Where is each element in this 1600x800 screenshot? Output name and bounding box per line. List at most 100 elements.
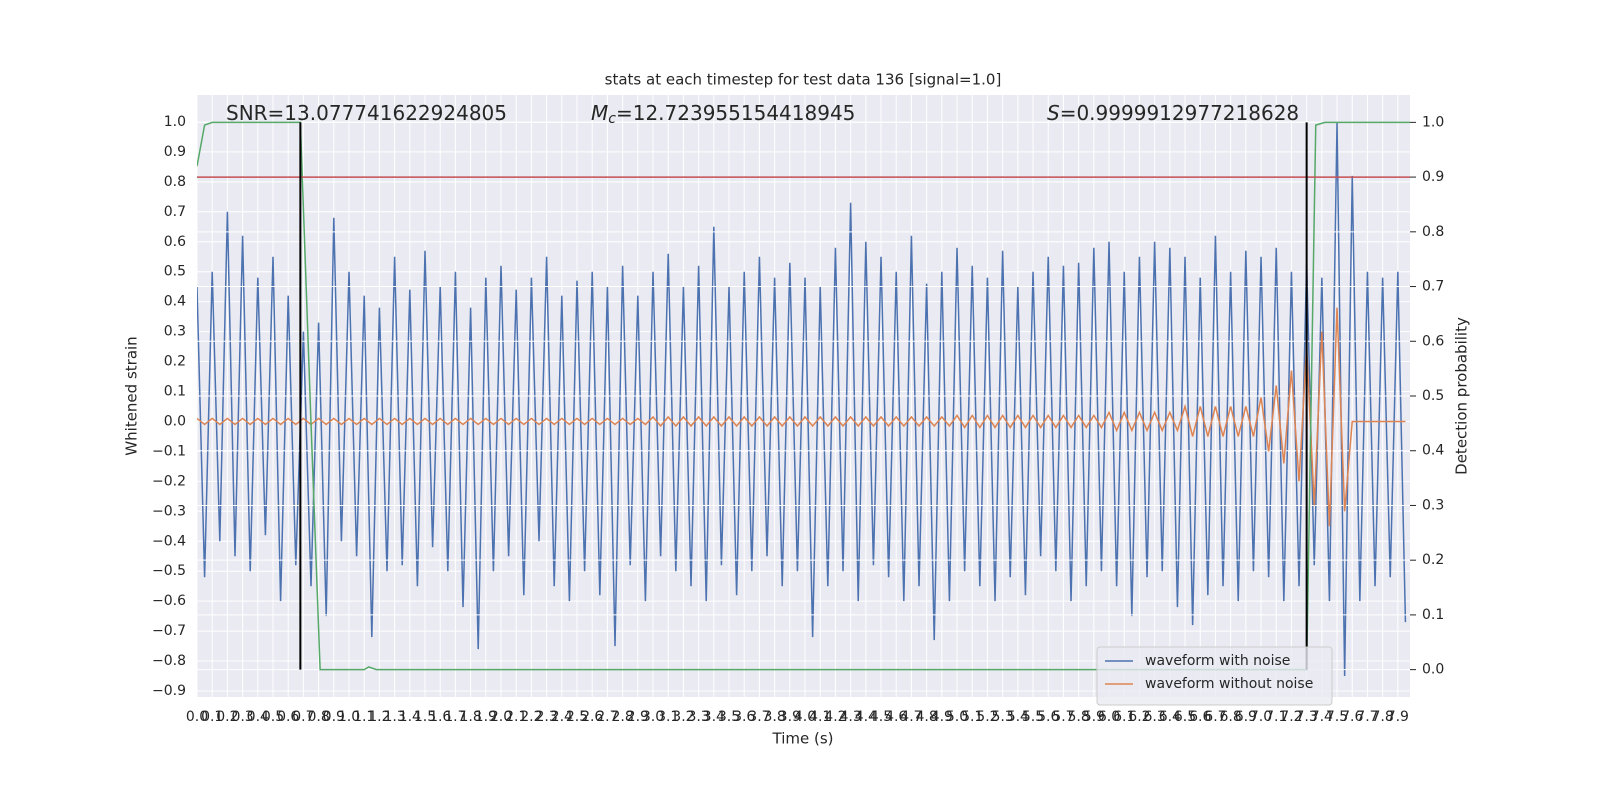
x-tick-label: 6.0 — [1098, 709, 1120, 725]
x-tick-label: 2.6 — [581, 709, 603, 725]
x-tick-label: 5.7 — [1052, 709, 1074, 725]
x-tick-label: 6.4 — [1159, 709, 1181, 725]
x-tick-label: 1.0 — [338, 709, 360, 725]
y2-tick-label: 0.0 — [1422, 662, 1444, 678]
x-tick-label: 5.0 — [946, 709, 968, 725]
y-tick-label: −0.2 — [152, 473, 186, 489]
x-tick-label: 5.8 — [1067, 709, 1089, 725]
y2-tick-label: 0.4 — [1422, 443, 1444, 459]
y-tick-label: 0.2 — [164, 354, 186, 370]
y2-axis-label: Detection probability — [1453, 317, 1471, 475]
x-tick-label: 3.3 — [687, 709, 709, 725]
x-tick-label: 1.3 — [383, 709, 405, 725]
x-tick-label: 3.9 — [779, 709, 801, 725]
x-tick-label: 0.1 — [201, 709, 223, 725]
x-tick-label: 6.2 — [1128, 709, 1150, 725]
y2-tick-label: 0.5 — [1422, 388, 1444, 404]
x-tick-label: 7.0 — [1250, 709, 1272, 725]
x-tick-label: 4.3 — [839, 709, 861, 725]
x-tick-label: 3.5 — [718, 709, 740, 725]
x-tick-label: 6.5 — [1174, 709, 1196, 725]
plot-area — [197, 121, 1410, 677]
x-tick-label: 0.7 — [292, 709, 314, 725]
x-tick-label: 2.0 — [490, 709, 512, 725]
x-tick-label: 7.8 — [1372, 709, 1394, 725]
y-tick-label: 0.8 — [164, 174, 186, 190]
y2-tick-label: 0.3 — [1422, 497, 1444, 513]
x-tick-label: 3.0 — [642, 709, 664, 725]
x-tick-label: 2.5 — [566, 709, 588, 725]
x-tick-label: 0.0 — [186, 709, 208, 725]
x-tick-label: 4.4 — [855, 709, 877, 725]
x-tick-label: 7.1 — [1265, 709, 1287, 725]
y2-tick-label: 1.0 — [1422, 114, 1444, 130]
x-tick-label: 0.3 — [231, 709, 253, 725]
y-tick-label: −0.1 — [152, 443, 186, 459]
x-tick-label: 7.2 — [1280, 709, 1302, 725]
y-tick-label: −0.5 — [152, 563, 186, 579]
x-tick-label: 3.1 — [657, 709, 679, 725]
x-tick-label: 0.4 — [247, 709, 269, 725]
x-tick-label: 1.7 — [444, 709, 466, 725]
x-tick-label: 1.2 — [368, 709, 390, 725]
y-tick-label: −0.8 — [152, 653, 186, 669]
x-tick-label: 4.2 — [824, 709, 846, 725]
x-tick-label: 7.7 — [1356, 709, 1378, 725]
x-tick-label: 6.8 — [1220, 709, 1242, 725]
x-tick-label: 7.4 — [1311, 709, 1333, 725]
x-tick-label: 1.5 — [414, 709, 436, 725]
x-tick-label: 4.0 — [794, 709, 816, 725]
annotation: S=0.9999912977218628 — [1047, 101, 1299, 125]
x-tick-label: 2.9 — [627, 709, 649, 725]
legend-label: waveform without noise — [1145, 676, 1313, 692]
x-tick-label: 5.6 — [1037, 709, 1059, 725]
x-tick-label: 2.3 — [535, 709, 557, 725]
x-tick-label: 6.3 — [1143, 709, 1165, 725]
x-tick-label: 4.9 — [931, 709, 953, 725]
x-tick-label: 7.3 — [1296, 709, 1318, 725]
x-tick-label: 7.6 — [1341, 709, 1363, 725]
annotation: Mc=12.723955154418945 — [591, 101, 855, 128]
x-tick-label: 1.9 — [475, 709, 497, 725]
line-series — [197, 121, 1410, 671]
y2-tick-label: 0.8 — [1422, 224, 1444, 240]
y2-tick-label: 0.9 — [1422, 169, 1444, 185]
line-series — [197, 307, 1406, 527]
y-tick-label: 0.1 — [164, 384, 186, 400]
annotation-text: =12.723955154418945 — [616, 101, 855, 125]
x-tick-label: 2.7 — [596, 709, 618, 725]
y2-tick-label: 0.1 — [1422, 607, 1444, 623]
x-tick-label: 2.2 — [520, 709, 542, 725]
y-tick-label: 0.6 — [164, 234, 186, 250]
x-tick-label: 4.5 — [870, 709, 892, 725]
x-tick-label: 3.2 — [672, 709, 694, 725]
x-tick-label: 4.8 — [915, 709, 937, 725]
x-tick-label: 2.8 — [611, 709, 633, 725]
y-tick-label: −0.7 — [152, 623, 186, 639]
x-tick-label: 5.9 — [1083, 709, 1105, 725]
x-tick-label: 4.1 — [809, 709, 831, 725]
y2-tick-label: 0.2 — [1422, 552, 1444, 568]
y-tick-label: 0.4 — [164, 294, 186, 310]
annotation-text: SNR=13.077741622924805 — [226, 101, 507, 125]
x-tick-label: 5.3 — [991, 709, 1013, 725]
x-tick-label: 5.1 — [961, 709, 983, 725]
y-tick-label: 0.9 — [164, 144, 186, 160]
x-tick-label: 5.4 — [1007, 709, 1029, 725]
x-tick-label: 0.6 — [277, 709, 299, 725]
x-tick-label: 0.2 — [216, 709, 238, 725]
x-tick-label: 4.6 — [885, 709, 907, 725]
y-tick-label: 0.3 — [164, 324, 186, 340]
annotation-text: =0.9999912977218628 — [1060, 101, 1299, 125]
legend: waveform with noise waveform without nois… — [1096, 646, 1333, 706]
x-tick-label: 3.8 — [763, 709, 785, 725]
x-tick-label: 3.7 — [748, 709, 770, 725]
x-tick-label: 4.7 — [900, 709, 922, 725]
x-tick-label: 6.1 — [1113, 709, 1135, 725]
x-tick-label: 6.6 — [1189, 709, 1211, 725]
x-tick-label: 0.8 — [307, 709, 329, 725]
y-tick-label: 0.0 — [164, 413, 186, 429]
y2-tick-label: 0.7 — [1422, 279, 1444, 295]
line-series — [197, 121, 1407, 677]
